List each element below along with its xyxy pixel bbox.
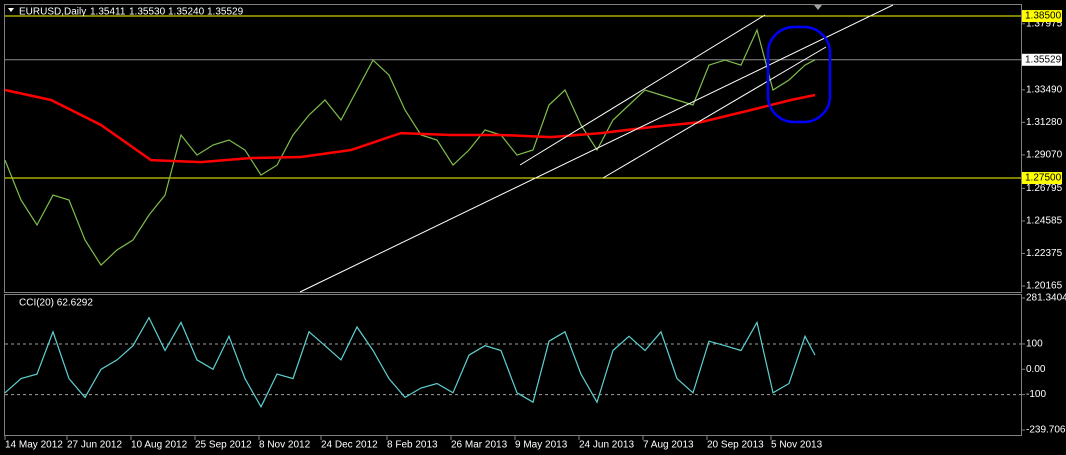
price-panel-frame (4, 4, 1022, 293)
x-tick-label: 14 May 2012 (5, 440, 63, 451)
shift-marker (814, 5, 822, 10)
y-tick-label: 0.00 (1026, 364, 1046, 375)
highlight-ellipse (766, 25, 832, 124)
y-tick-label: 1.24585 (1026, 216, 1063, 227)
x-tick-label: 5 Nov 2013 (771, 440, 823, 451)
symbol-label: EURUSD,Daily (19, 7, 86, 18)
y-tick-label: 281.3404 (1026, 293, 1066, 304)
level-label-box (1022, 53, 1062, 66)
channel-line (519, 14, 766, 166)
price-line (4, 28, 816, 267)
x-tick-label: 25 Sep 2012 (195, 440, 252, 451)
level-label: 1.35529 (1025, 54, 1062, 65)
level-label-box (1022, 10, 1062, 23)
y-tick-label: -100 (1026, 389, 1046, 400)
y-tick-label: 100 (1026, 339, 1043, 350)
y-tick-label: 1.33490 (1026, 84, 1063, 95)
y-tick-label: 1.26795 (1026, 183, 1063, 194)
y-tick-label: 1.22375 (1026, 248, 1063, 259)
moving-average (4, 88, 816, 164)
quote-value: 1.35530 (129, 7, 166, 18)
x-tick-label: 9 May 2013 (515, 440, 568, 451)
x-tick-label: 7 Aug 2013 (643, 440, 694, 451)
x-tick-label: 24 Dec 2012 (321, 440, 378, 451)
quote-value: 1.35240 (168, 7, 205, 18)
x-tick-label: 8 Nov 2012 (259, 440, 311, 451)
cci-title: CCI(20) 62.6292 (19, 298, 93, 309)
x-tick-label: 24 Jun 2013 (579, 440, 634, 451)
y-tick-label: 1.31280 (1026, 117, 1063, 128)
y-tick-label: 1.37975 (1026, 18, 1063, 29)
level-label: 1.27500 (1025, 173, 1062, 184)
y-tick-label: -239.7069 (1026, 425, 1066, 436)
menu-arrow[interactable] (8, 8, 14, 12)
cci-panel-frame (4, 294, 1022, 436)
quote-value: 1.35529 (207, 7, 244, 18)
channel-line (602, 46, 827, 179)
level-label: 1.38500 (1025, 11, 1062, 22)
x-tick-label: 10 Aug 2012 (131, 440, 188, 451)
level-label-box (1022, 172, 1062, 185)
x-tick-label: 8 Feb 2013 (387, 440, 438, 451)
cci-line (4, 316, 816, 409)
x-tick-label: 27 Jun 2012 (67, 440, 122, 451)
y-tick-label: 1.20165 (1026, 281, 1063, 292)
x-tick-label: 20 Sep 2013 (707, 440, 764, 451)
x-tick-label: 26 Mar 2013 (451, 440, 508, 451)
channel-line (299, 4, 894, 293)
y-tick-label: 1.29070 (1026, 150, 1063, 161)
quote-value: 1.35411 (90, 7, 126, 18)
